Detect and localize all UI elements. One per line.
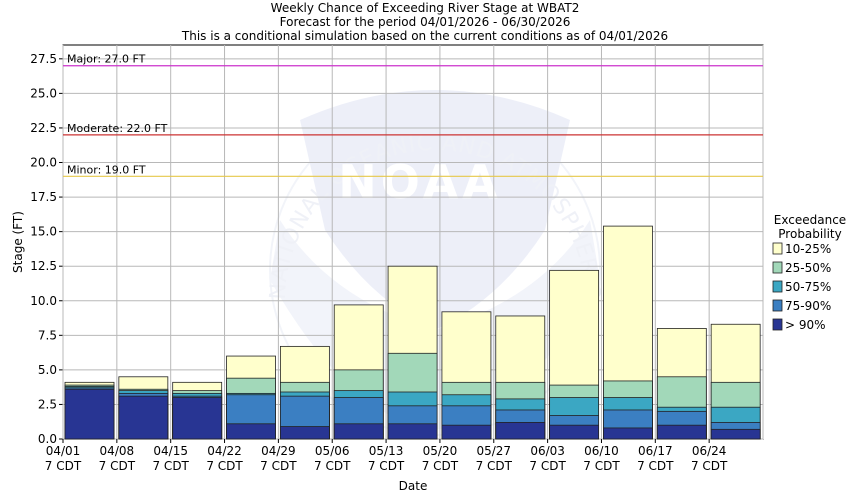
x-tick-sublabel: 7 CDT: [476, 459, 513, 473]
x-tick-sublabel: 7 CDT: [260, 459, 297, 473]
bar-segment: [118, 395, 169, 440]
y-tick-label: 2.5: [38, 397, 57, 411]
legend-swatch: [772, 261, 783, 274]
watermark-logo-text: NOAA: [338, 155, 502, 209]
x-tick-label: 04/29: [261, 444, 296, 458]
bar-segment: [495, 422, 546, 440]
title-line-3: This is a conditional simulation based o…: [181, 29, 668, 43]
legend-swatch: [772, 280, 783, 293]
x-tick-sublabel: 7 CDT: [529, 459, 566, 473]
x-tick-sublabel: 7 CDT: [314, 459, 351, 473]
bar-segment: [226, 423, 276, 440]
bar-segment: [172, 397, 223, 440]
x-tick-label: 05/06: [315, 444, 350, 458]
y-tick-label: 7.5: [38, 328, 57, 342]
bar-segment: [64, 388, 115, 440]
threshold-label: Moderate: 22.0 FT: [67, 122, 168, 135]
bar-segment: [549, 424, 600, 440]
x-axis-title: Date: [399, 479, 428, 493]
y-tick-label: 22.5: [30, 121, 57, 135]
x-tick-sublabel: 7 CDT: [99, 459, 136, 473]
x-tick-label: 05/27: [476, 444, 511, 458]
threshold-label: Minor: 19.0 FT: [67, 163, 146, 176]
chart-title: Weekly Chance of Exceeding River Stage a…: [181, 1, 668, 43]
y-tick-label: 12.5: [30, 259, 57, 273]
x-tick-label: 05/20: [423, 444, 458, 458]
legend-label: 25-50%: [785, 261, 831, 275]
y-tick-label: 27.5: [30, 52, 57, 66]
x-tick-label: 06/17: [638, 444, 673, 458]
x-tick-label: 06/24: [692, 444, 727, 458]
y-axis-title: Stage (FT): [11, 211, 25, 273]
x-tick-label: 05/13: [369, 444, 404, 458]
bar-segment: [603, 427, 653, 440]
legend-label: > 90%: [785, 318, 826, 332]
x-tick-sublabel: 7 CDT: [368, 459, 405, 473]
x-tick-label: 04/08: [100, 444, 135, 458]
threshold-label: Major: 27.0 FT: [67, 53, 146, 66]
legend-label: 75-90%: [785, 299, 831, 313]
bar-segment: [656, 424, 707, 440]
bar-segment: [279, 426, 330, 440]
x-tick-label: 04/01: [46, 444, 81, 458]
x-tick-label: 06/03: [530, 444, 565, 458]
legend-swatch: [772, 318, 783, 331]
x-tick-label: 04/15: [153, 444, 188, 458]
legend-swatch: [772, 299, 783, 312]
x-tick-sublabel: 7 CDT: [583, 459, 620, 473]
x-tick-sublabel: 7 CDT: [422, 459, 459, 473]
title-line-1: Weekly Chance of Exceeding River Stage a…: [271, 1, 580, 15]
y-tick-label: 15.0: [30, 225, 57, 239]
y-tick-label: 20.0: [30, 156, 57, 170]
y-tick-label: 17.5: [30, 190, 57, 204]
y-tick-label: 25.0: [30, 86, 57, 100]
bar-segment: [387, 423, 438, 440]
x-tick-sublabel: 7 CDT: [637, 459, 674, 473]
x-tick-sublabel: 7 CDT: [152, 459, 189, 473]
title-line-2: Forecast for the period 04/01/2026 - 06/…: [280, 15, 571, 29]
legend-title: Probability: [778, 227, 841, 241]
plot-area: 0.0 2.5 5.0 7.5 10.0 12.5 15.0 17.5 20.0 22.5 25.0…: [11, 44, 764, 493]
x-tick-label: 06/10: [584, 444, 619, 458]
legend-title: Exceedance: [774, 213, 846, 227]
x-tick-sublabel: 7 CDT: [691, 459, 728, 473]
bar-segment: [333, 423, 384, 440]
bar-segment: [441, 424, 492, 440]
x-tick-sublabel: 7 CDT: [206, 459, 243, 473]
legend-swatch: [772, 242, 783, 255]
x-tick-sublabel: 7 CDT: [45, 459, 82, 473]
legend-label: 50-75%: [785, 280, 831, 294]
x-tick-label: 04/22: [207, 444, 242, 458]
y-tick-label: 0.0: [38, 432, 57, 446]
bar-segment: [710, 428, 761, 440]
y-tick-label: 5.0: [38, 363, 57, 377]
legend-label: 10-25%: [785, 242, 831, 256]
y-tick-label: 10.0: [30, 294, 57, 308]
